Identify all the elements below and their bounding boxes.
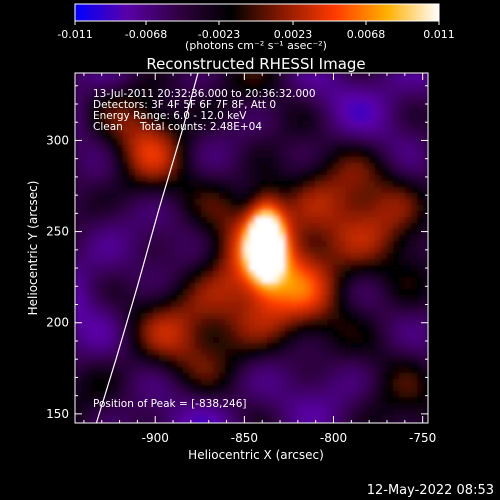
colorbar-tick-label: 0.0068 (347, 28, 386, 41)
colorbar-tick-label: 0.011 (423, 28, 455, 41)
info-time-range: 13-Jul-2011 20:32:36.000 to 20:36:32.000 (93, 88, 316, 100)
plot-frame (74, 72, 429, 424)
x-tick-label: -750 (409, 431, 436, 445)
info-detectors: Detectors: 3F 4F 5F 6F 7F 8F, Att 0 (93, 99, 276, 111)
axes: -900 -850 -800 -750 150 200 250 300 (46, 73, 436, 445)
colorbar-ticks: -0.011 -0.0068 -0.0023 0.0023 0.0068 0.011 (57, 21, 455, 41)
colorbar-tick-label: 0.0023 (274, 28, 313, 41)
info-energy-range: Energy Range: 6.0 - 12.0 keV (93, 110, 247, 122)
y-tick-label: 150 (46, 407, 69, 421)
colorbar-tick-label: -0.011 (57, 28, 92, 41)
heatmap-image (75, 73, 428, 423)
y-tick-label: 250 (46, 225, 69, 239)
x-tick-label: -850 (231, 431, 258, 445)
y-tick-label: 300 (46, 133, 69, 147)
y-axis-label: Heliocentric Y (arcsec) (26, 181, 40, 316)
colorbar (74, 3, 440, 22)
peak-position-label: Position of Peak = [-838,246] (93, 398, 247, 410)
colorbar-unit-label: (photons cm⁻² s⁻¹ asec⁻²) (185, 39, 327, 52)
x-tick-label: -900 (142, 431, 169, 445)
chart-title: Reconstructed RHESSI Image (146, 55, 365, 73)
info-clean: Clean (93, 121, 123, 133)
x-tick-label: -800 (320, 431, 347, 445)
solar-limb-curve (95, 73, 199, 423)
colorbar-tick-label: -0.0023 (198, 28, 240, 41)
x-axis-label: Heliocentric X (arcsec) (188, 448, 324, 462)
footer-date: 12-May-2022 08:53 (367, 483, 494, 498)
y-tick-label: 200 (46, 316, 69, 330)
colorbar-tick-label: -0.0068 (125, 28, 167, 41)
info-total-counts: Total counts: 2.48E+04 (139, 121, 262, 133)
